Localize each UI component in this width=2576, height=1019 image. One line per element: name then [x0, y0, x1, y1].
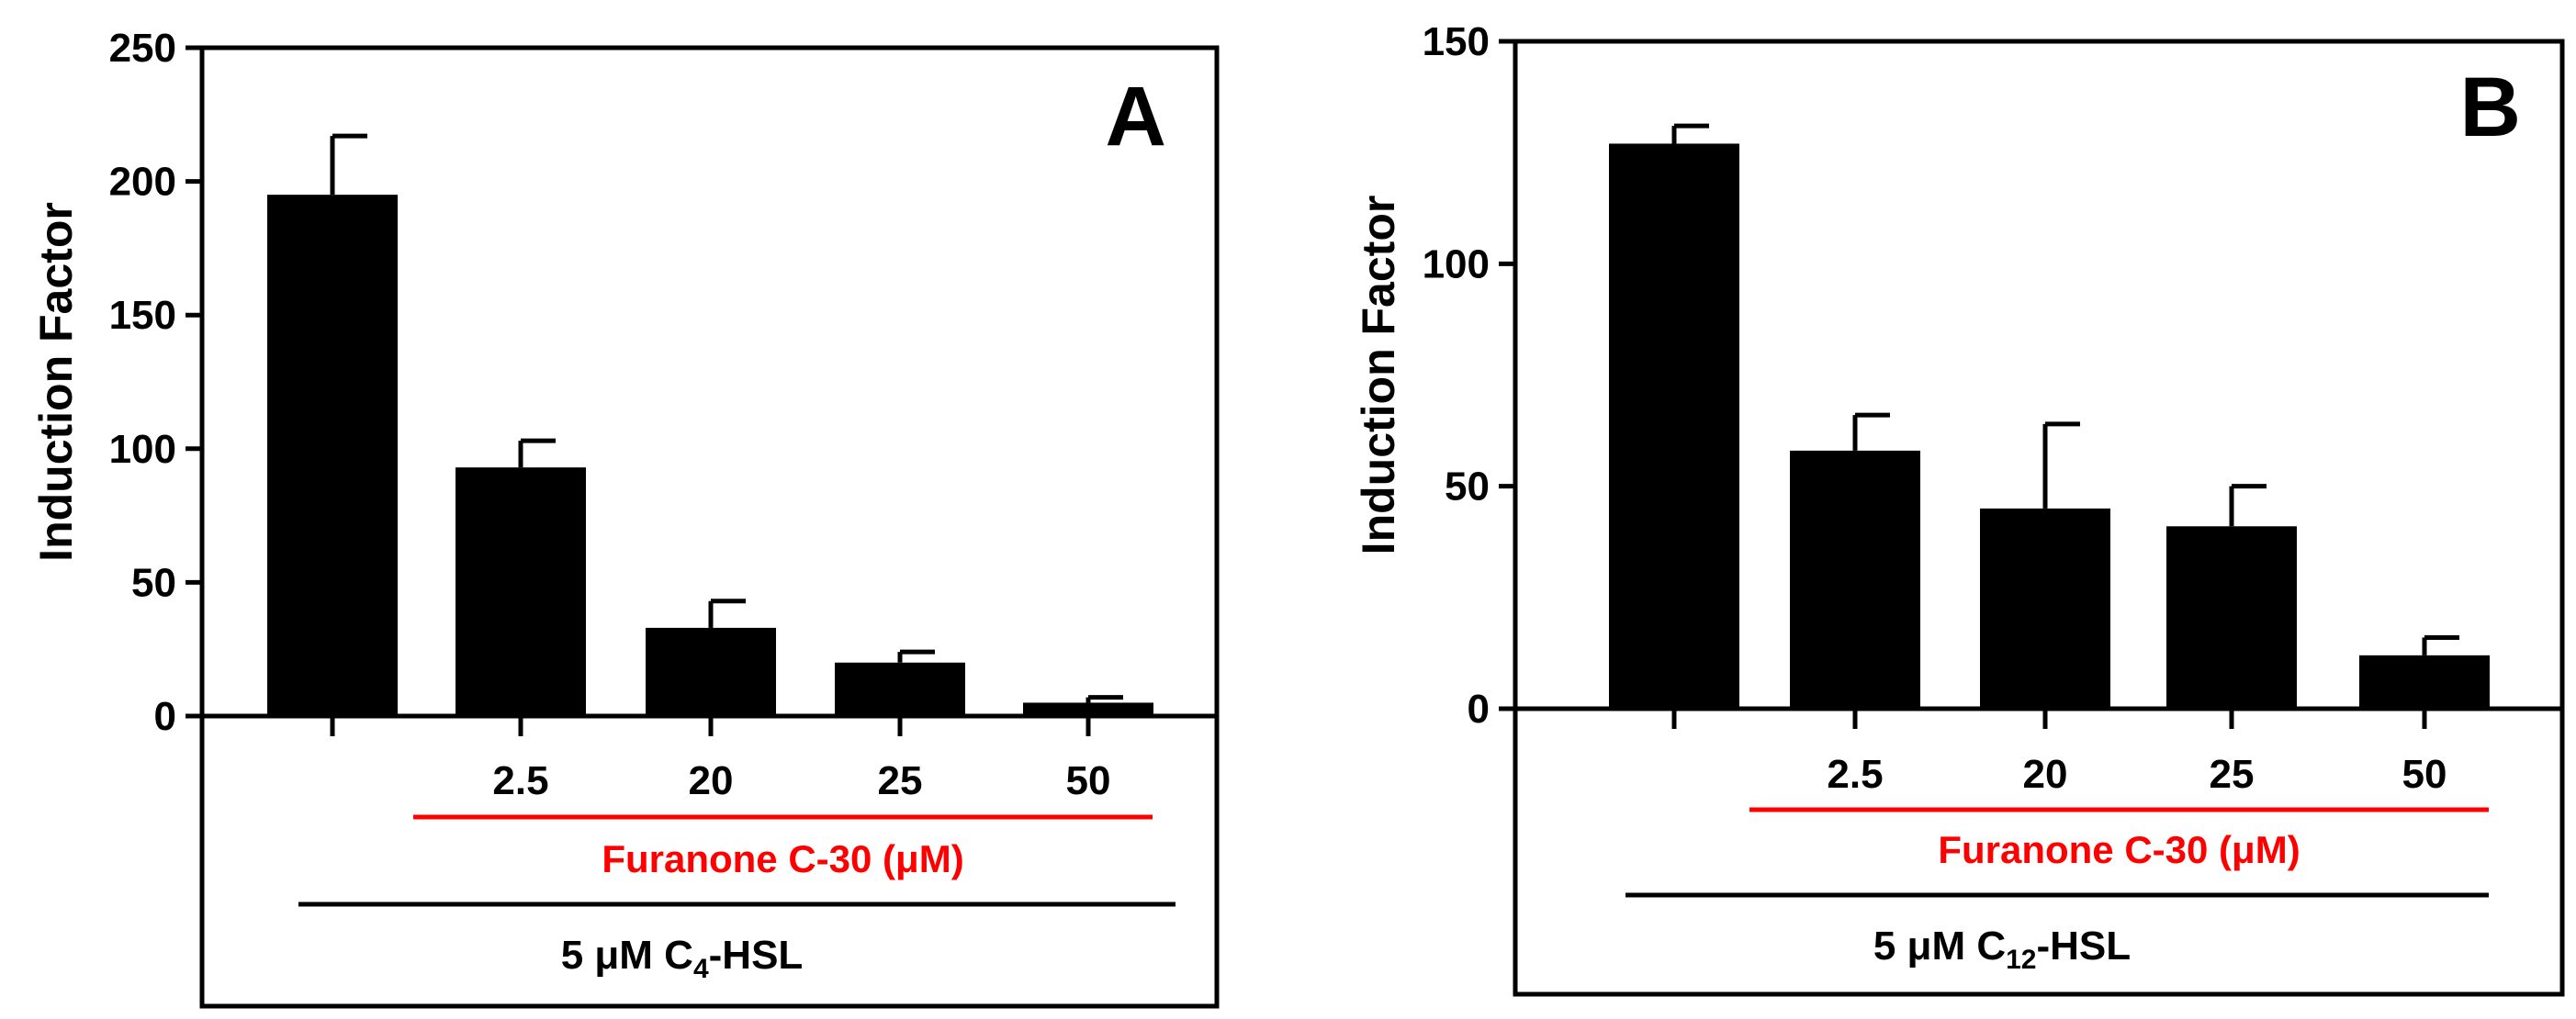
y-axis-title: Induction Factor	[30, 202, 82, 562]
x-tick-label: 50	[2402, 752, 2447, 797]
panel-a: 0 50 100 150 200 250 Induction Factor A 2.5 20 25 5…	[30, 26, 1220, 1009]
bar	[1980, 508, 2110, 709]
x-tick-label: 20	[689, 758, 734, 803]
panel-frame	[1513, 39, 2565, 997]
x-tick-label: 2.5	[492, 758, 548, 803]
bar	[2166, 526, 2297, 709]
x-tick-label: 50	[1066, 758, 1111, 803]
y-tick-label: 150	[109, 293, 176, 338]
bar	[267, 195, 398, 716]
x-tick-label: 2.5	[1827, 752, 1883, 797]
hsl-label: 5 μM C4-HSL	[561, 933, 804, 984]
x-tick-label: 20	[2023, 752, 2068, 797]
bar	[1609, 143, 1739, 709]
y-tick-label: 200	[109, 160, 176, 205]
furanone-label: Furanone C-30 (μM)	[1938, 828, 2300, 871]
x-tick-label: 25	[2210, 752, 2255, 797]
y-tick-label: 250	[109, 26, 176, 71]
bar	[1023, 702, 1153, 716]
y-tick-label: 150	[1423, 19, 1490, 64]
hsl-label: 5 μM C12-HSL	[1873, 924, 2131, 975]
bar	[1790, 450, 1920, 709]
panel-letter: B	[2460, 61, 2521, 154]
panel-b: 0 50 100 150 Induction Factor B 2.5 20 25 50 Furan…	[1353, 19, 2565, 997]
bar	[456, 467, 586, 716]
bar	[2359, 655, 2490, 709]
y-tick-label: 50	[131, 560, 176, 605]
panel-frame	[199, 45, 1220, 1009]
bar	[835, 662, 965, 716]
panel-letter: A	[1106, 70, 1166, 163]
bar	[646, 627, 776, 716]
y-tick-label: 0	[1468, 687, 1490, 732]
y-tick-label: 100	[109, 427, 176, 472]
furanone-label: Furanone C-30 (μM)	[602, 837, 963, 880]
x-tick-label: 25	[878, 758, 923, 803]
y-tick-label: 0	[154, 694, 176, 739]
y-axis-title: Induction Factor	[1353, 196, 1404, 555]
y-tick-label: 50	[1445, 465, 1490, 510]
y-tick-label: 100	[1423, 241, 1490, 286]
